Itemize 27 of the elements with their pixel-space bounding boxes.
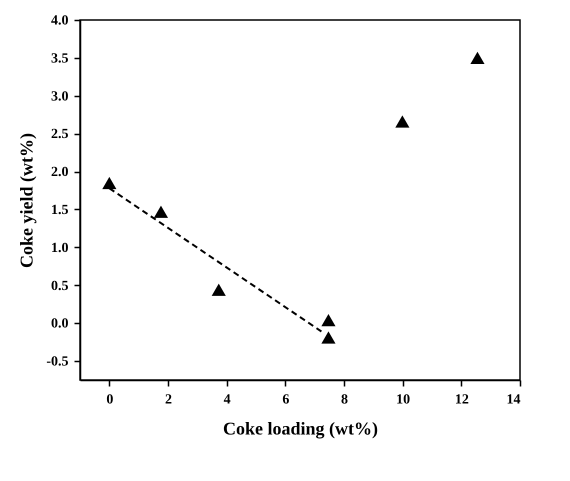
point xyxy=(212,284,226,296)
y-tick-label: 3.0 xyxy=(51,89,68,104)
y-tick-label: 2.5 xyxy=(51,127,68,142)
point xyxy=(154,206,168,218)
x-tick-label: 12 xyxy=(454,392,469,408)
x-tick-label: 8 xyxy=(341,392,348,408)
x-axis-title: Coke loading (wt%) xyxy=(222,418,378,438)
x-tick-label: 10 xyxy=(396,392,410,408)
y-tick-label: 3.5 xyxy=(51,51,68,66)
y-tick-label: 1.5 xyxy=(51,202,68,218)
point xyxy=(102,176,116,190)
y-tick-label: 0.0 xyxy=(51,316,68,332)
y-tick-label: 4.0 xyxy=(51,14,68,28)
x-tick-label: 14 xyxy=(506,392,520,408)
x-tick-label: 4 xyxy=(224,392,231,408)
y-tick-label: 2.0 xyxy=(51,165,68,180)
point xyxy=(321,331,336,344)
x-tick-label: 2 xyxy=(165,392,172,408)
y-tick-label: 0.5 xyxy=(51,278,68,294)
x-tick-label: 0 xyxy=(106,392,114,408)
point xyxy=(470,52,485,64)
y-tick-label: -0.5 xyxy=(46,354,68,370)
point xyxy=(395,115,410,128)
x-tick-label: 6 xyxy=(282,392,290,408)
y-axis-title: Coke yield (wt%) xyxy=(16,133,36,268)
point xyxy=(321,314,336,326)
y-tick-label: 1.0 xyxy=(51,240,68,256)
